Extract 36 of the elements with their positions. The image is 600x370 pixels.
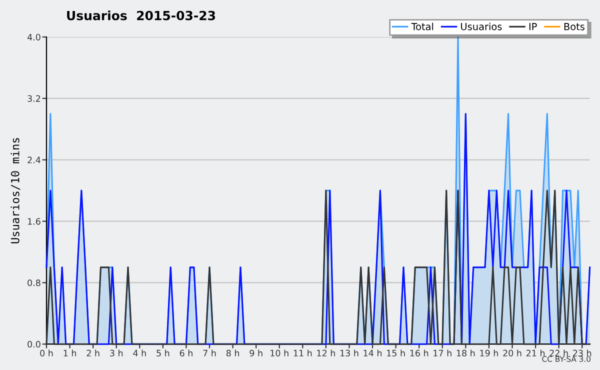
x-tick-label: 4 h [133,350,146,356]
x-tick-label: 21 h [526,350,545,356]
chart-title: Usuarios 2015-03-23 [67,10,216,20]
y-tick-label: 0.0 [28,340,40,348]
y-tick-label: 2.4 [28,156,40,164]
legend-label: Usuarios [461,22,502,30]
legend-label: Bots [564,23,584,30]
legend-label: Total [411,22,434,30]
x-tick-label: 19 h [480,350,498,356]
x-tick-label: 12 h [317,350,335,356]
x-tick-label: 8 h [226,350,240,356]
y-tick-label: 1.6 [28,218,40,225]
x-tick-label: 20 h [503,350,522,356]
x-tick-label: 9 h [250,350,262,356]
x-tick-label: 14 h [364,350,382,356]
x-tick-label: 7 h [203,350,216,356]
x-tick-label: 13 h [340,350,358,356]
x-tick-label: 22 h [550,350,568,356]
y-axis-title: Usuarios/10 mins [10,138,20,244]
x-tick-label: 16 h [410,350,428,356]
x-tick-label: 11 h [294,350,312,356]
x-tick-label: 17 h [434,350,452,356]
x-tick-label: 1 h [64,350,76,356]
x-tick-label: 6 h [180,350,192,356]
y-tick-label: 4.0 [27,34,40,40]
x-tick-label: 3 h [110,350,123,356]
y-tick-label: 3.2 [28,95,40,102]
legend-label: IP [529,23,537,30]
x-tick-label: 5 h [156,350,170,356]
x-tick-label: 10 h [270,350,288,356]
x-tick-label: 18 h [456,350,475,356]
y-tick-label: 0.8 [28,280,40,286]
x-tick-label: 2 h [86,350,100,356]
x-tick-label: 15 h [387,350,405,356]
x-tick-label: 23 h [573,350,592,356]
x-tick-label: 0 h [40,350,53,356]
